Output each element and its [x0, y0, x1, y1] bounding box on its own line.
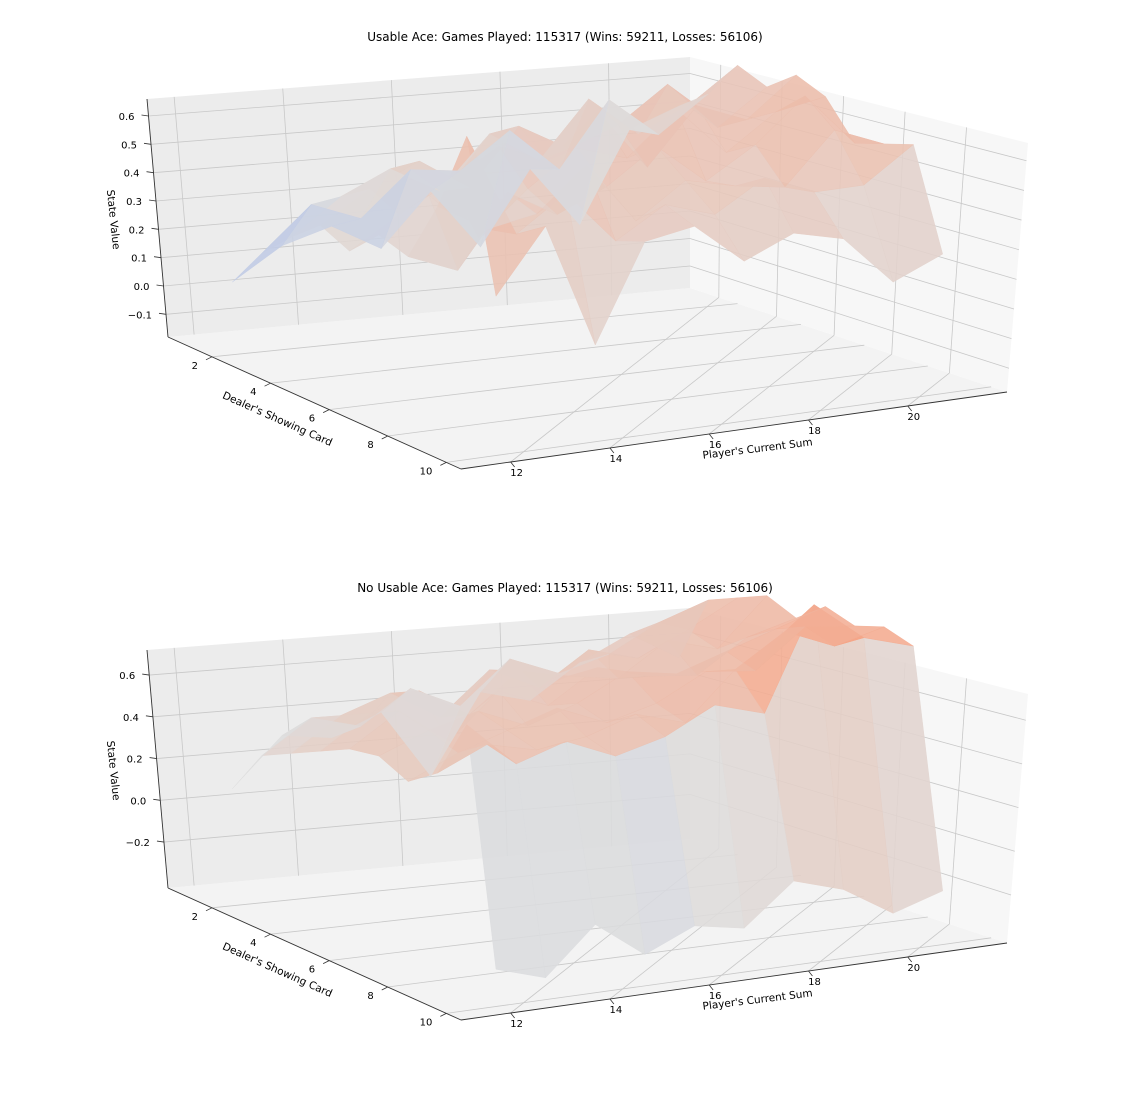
no-usable-ace-surface-cell-0-0: [232, 717, 312, 789]
usable-ace-chart: Usable Ace: Games Played: 115317 (Wins: …: [0, 0, 1130, 550]
usable-ace-xtick-3: 18: [808, 426, 821, 437]
usable-ace-ztick-2: 0.1: [131, 254, 147, 265]
no-usable-ace-xtick-4: 20: [907, 963, 920, 974]
no-usable-ace-ztick-0: −0.2: [126, 838, 150, 849]
usable-ace-ytick-4: 10: [420, 466, 433, 477]
no-usable-ace-title: No Usable Ace: Games Played: 115317 (Win…: [357, 581, 773, 595]
no-usable-ace-axes: [146, 649, 1008, 1021]
usable-ace-ztick-4: 0.3: [126, 197, 142, 208]
usable-ace-ztick-6: 0.5: [121, 140, 137, 151]
usable-ace-xtick-0: 12: [510, 468, 523, 479]
usable-ace-ztick-1: 0.0: [134, 282, 150, 293]
usable-ace-ticks: 12 14 16 18 20 2 4 6 8 10 −0.1 0.0 0.1 0.2 0.3 0.4 0.5 0.…: [119, 112, 921, 479]
no-usable-ace-ztick-3: 0.4: [123, 713, 139, 724]
usable-ace-surface: [232, 65, 943, 346]
usable-ace-xtick-1: 14: [610, 454, 623, 465]
no-usable-ace-ztick-4: 0.6: [119, 671, 135, 682]
no-usable-ace-xtick-1: 14: [610, 1005, 623, 1016]
usable-ace-axes: [146, 98, 1008, 470]
usable-ace-surface-cell-0-0: [232, 204, 312, 283]
usable-ace-ztick-0: −0.1: [128, 310, 152, 321]
usable-ace-svg: Usable Ace: Games Played: 115317 (Wins: …: [104, 30, 1028, 479]
usable-ace-ztick-5: 0.4: [124, 169, 140, 180]
no-usable-ace-ytick-3: 8: [367, 991, 373, 1002]
usable-ace-ytick-0: 2: [192, 361, 198, 372]
no-usable-ace-xtick-0: 12: [510, 1019, 523, 1030]
usable-ace-ytick-1: 4: [250, 387, 256, 398]
usable-ace-ytick-3: 8: [367, 440, 373, 451]
no-usable-ace-surface: [232, 595, 943, 979]
usable-ace-zlabel: State Value: [104, 189, 122, 250]
usable-ace-ztick-3: 0.2: [129, 225, 145, 236]
no-usable-ace-svg: No Usable Ace: Games Played: 115317 (Win…: [104, 581, 1028, 1030]
no-usable-ace-chart: No Usable Ace: Games Played: 115317 (Win…: [0, 551, 1130, 1101]
usable-ace-ztick-7: 0.6: [119, 112, 135, 123]
usable-ace-ytick-2: 6: [309, 414, 315, 425]
no-usable-ace-xtick-2: 16: [709, 991, 722, 1002]
no-usable-ace-ztick-1: 0.0: [130, 796, 146, 807]
no-usable-ace-ticks: 12 14 16 18 20 2 4 6 8 10 −0.2 0.0 0.2 0.4 0.6: [119, 671, 920, 1030]
no-usable-ace-ytick-4: 10: [420, 1017, 433, 1028]
usable-ace-xtick-2: 16: [709, 440, 722, 451]
no-usable-ace-zlabel: State Value: [104, 740, 122, 801]
no-usable-ace-ytick-2: 6: [309, 965, 315, 976]
usable-ace-title: Usable Ace: Games Played: 115317 (Wins: …: [367, 30, 762, 44]
no-usable-ace-ytick-0: 2: [192, 912, 198, 923]
no-usable-ace-ztick-2: 0.2: [127, 755, 143, 766]
usable-ace-xtick-4: 20: [907, 412, 920, 423]
no-usable-ace-ytick-1: 4: [250, 938, 256, 949]
no-usable-ace-xtick-3: 18: [808, 977, 821, 988]
